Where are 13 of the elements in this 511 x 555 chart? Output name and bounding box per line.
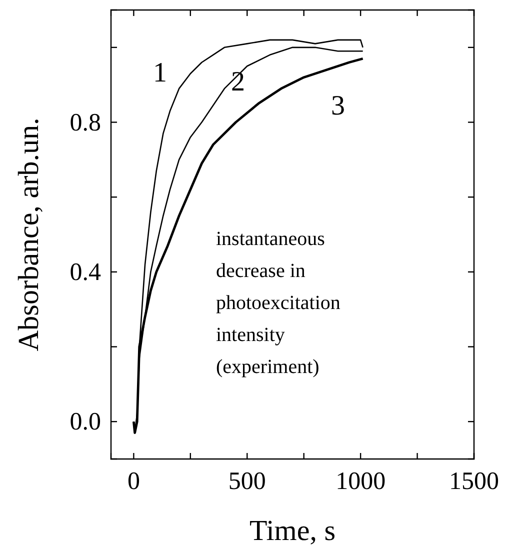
annotation: instantaneous decrease in photoexcitation intensity (experiment)	[216, 228, 340, 378]
y-tick-label: 0.4	[70, 258, 102, 286]
x-tick-label: 1000	[336, 468, 386, 495]
y-tick-label: 0.0	[70, 408, 101, 436]
series-label: 3	[331, 90, 345, 122]
x-tick-label: 1500	[449, 468, 499, 495]
y-tick-label: 0.8	[70, 109, 101, 136]
series-label: 2	[231, 66, 245, 98]
x-tick-label: 500	[228, 468, 266, 495]
y-axis-title: Absorbance, arb.un.	[13, 118, 45, 352]
x-axis-title: Time, s	[250, 515, 336, 547]
x-tick-label: 0	[127, 468, 140, 495]
series-label: 1	[153, 57, 167, 88]
